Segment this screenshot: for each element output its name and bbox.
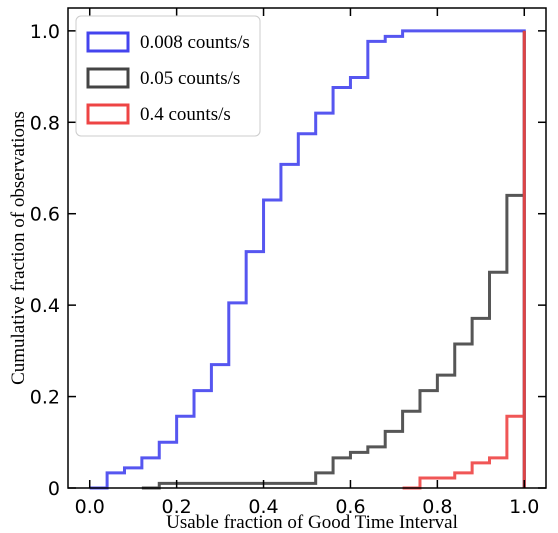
series-line-1: [89, 29, 526, 490]
x-tick-label: 0.8: [422, 496, 452, 518]
series-line-3: [402, 30, 526, 490]
legend-label-1: 0.008 counts/s: [140, 32, 250, 53]
x-tick-label: 1.0: [509, 496, 539, 518]
x-tick-label: 0.4: [248, 496, 278, 518]
series-line-2: [141, 30, 526, 490]
legend-swatch-3: [86, 103, 130, 125]
y-tick-label: 0: [48, 478, 60, 500]
x-tick-label: 0.2: [162, 496, 192, 518]
legend-label-2: 0.05 counts/s: [140, 68, 240, 89]
plot-frame: [67, 7, 547, 489]
x-axis-label: Usable fraction of Good Time Interval: [166, 512, 458, 533]
y-tick-label: 0.2: [30, 387, 60, 409]
legend-label-3: 0.4 counts/s: [140, 104, 231, 125]
axes: 0.0 0.2 0.4 0.6 0.8 1.0 0 0.2 0.4 0.6 0.8 1.0: [30, 7, 547, 518]
legend-swatch-2: [86, 67, 130, 89]
y-tick-label: 0.8: [30, 112, 60, 134]
y-tick-label: 1.0: [30, 21, 60, 43]
legend-swatch-1: [86, 31, 130, 53]
y-tick-label: 0.4: [30, 295, 60, 317]
y-tick-label: 0.6: [30, 204, 60, 226]
x-tick-label: 0.0: [75, 496, 105, 518]
plot-area: [89, 29, 526, 490]
x-tick-label: 0.6: [335, 496, 365, 518]
legend: 0.008 counts/s 0.05 counts/s 0.4 counts/s: [75, 15, 261, 137]
y-axis-label: Cumulative fraction of observations: [8, 111, 29, 385]
